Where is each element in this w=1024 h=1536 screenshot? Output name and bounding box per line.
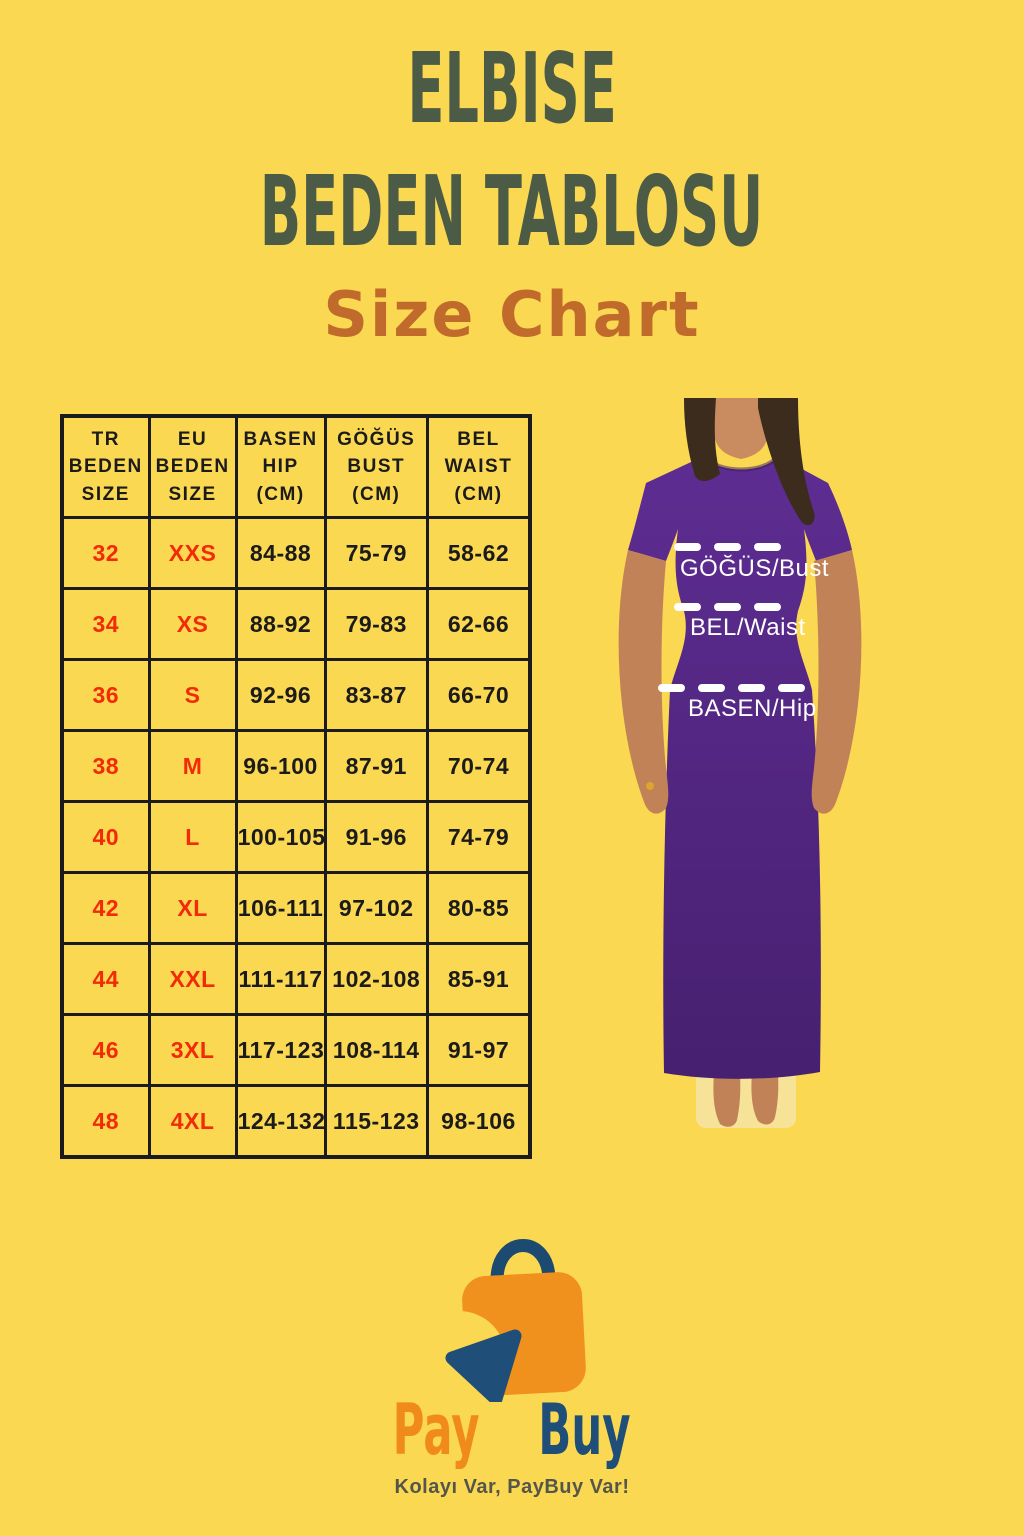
cursor-icon: [445, 1329, 522, 1402]
page-title-line-1: ELBISE: [0, 40, 1024, 137]
cell-eu-size: XL: [147, 871, 238, 945]
size-table: TR BEDEN SIZE EU BEDEN SIZE BASEN HIP (C…: [60, 414, 532, 1159]
table-row: 48 4XL 124-132 115-123 98-106: [60, 1084, 532, 1159]
hair-left: [684, 398, 720, 482]
cell-tr-size: 44: [60, 942, 151, 1016]
brand-wordmark: Pay Buy: [0, 1395, 1024, 1465]
cell-bust: 115-123: [323, 1084, 429, 1159]
dress: [628, 456, 852, 1079]
right-arm: [811, 550, 862, 814]
cell-waist: 66-70: [425, 658, 532, 732]
table-header-hip: BASEN HIP (CM): [234, 414, 327, 519]
cell-tr-size: 38: [60, 729, 151, 803]
cell-bust: 97-102: [323, 871, 429, 945]
cell-hip: 88-92: [234, 587, 327, 661]
table-header-waist: BEL WAIST (CM): [425, 414, 532, 519]
table-header-eu-size: EU BEDEN SIZE: [147, 414, 238, 519]
cell-bust: 83-87: [323, 658, 429, 732]
cell-bust: 75-79: [323, 516, 429, 590]
cell-hip: 117-123: [234, 1013, 327, 1087]
brand-pay-text: Pay: [392, 1389, 480, 1471]
title-text-elbise: ELBISE: [407, 32, 617, 145]
table-header-tr-size: TR BEDEN SIZE: [60, 414, 151, 519]
left-arm: [618, 550, 669, 814]
cell-hip: 111-117: [234, 942, 327, 1016]
cell-hip: 92-96: [234, 658, 327, 732]
cell-bust: 108-114: [323, 1013, 429, 1087]
hair-right: [758, 398, 815, 526]
cell-hip: 124-132: [234, 1084, 327, 1159]
cell-tr-size: 46: [60, 1013, 151, 1087]
waist-label: BEL/Waist: [690, 614, 806, 641]
paybuy-logo: [412, 1239, 586, 1402]
cell-tr-size: 32: [60, 516, 151, 590]
cell-hip: 106-111: [234, 871, 327, 945]
brand-buy-text: Buy: [537, 1389, 631, 1471]
cell-waist: 80-85: [425, 871, 532, 945]
cell-eu-size: XS: [147, 587, 238, 661]
cell-waist: 85-91: [425, 942, 532, 1016]
cell-waist: 58-62: [425, 516, 532, 590]
subtitle-text: Size Chart: [323, 278, 701, 351]
cell-waist: 70-74: [425, 729, 532, 803]
cell-bust: 79-83: [323, 587, 429, 661]
cell-eu-size: 3XL: [147, 1013, 238, 1087]
cell-tr-size: 34: [60, 587, 151, 661]
neck: [714, 398, 768, 459]
cell-bust: 87-91: [323, 729, 429, 803]
cell-eu-size: M: [147, 729, 238, 803]
cell-hip: 96-100: [234, 729, 327, 803]
dress-photo: GÖĞÜS/Bust BEL/Waist BASEN/Hip: [600, 398, 1020, 1138]
cell-waist: 74-79: [425, 800, 532, 874]
cell-waist: 98-106: [425, 1084, 532, 1159]
cell-eu-size: 4XL: [147, 1084, 238, 1159]
page-title-line-2: BEDEN TABLOSU: [0, 163, 1024, 260]
cell-tr-size: 40: [60, 800, 151, 874]
cell-bust: 91-96: [323, 800, 429, 874]
table-row: 34 XS 88-92 79-83 62-66: [60, 587, 532, 661]
cell-bust: 102-108: [323, 942, 429, 1016]
page-subtitle: Size Chart: [0, 284, 1024, 346]
cell-hip: 100-105: [234, 800, 327, 874]
cell-eu-size: L: [147, 800, 238, 874]
table-row: 32 XXS 84-88 75-79 58-62: [60, 516, 532, 590]
cell-tr-size: 42: [60, 871, 151, 945]
table-row: 42 XL 106-111 97-102 80-85: [60, 871, 532, 945]
brand-tagline: Kolayı Var, PayBuy Var!: [394, 1476, 630, 1498]
table-row: 46 3XL 117-123 108-114 91-97: [60, 1013, 532, 1087]
bust-label: GÖĞÜS/Bust: [680, 555, 829, 582]
cell-tr-size: 48: [60, 1084, 151, 1159]
gold-ring: [646, 782, 654, 790]
cell-tr-size: 36: [60, 658, 151, 732]
cell-waist: 62-66: [425, 587, 532, 661]
title-text-beden-tablosu: BEDEN TABLOSU: [260, 155, 764, 268]
bag-handle-icon: [490, 1239, 556, 1287]
hip-label: BASEN/Hip: [688, 695, 817, 722]
table-row: 40 L 100-105 91-96 74-79: [60, 800, 532, 874]
cell-eu-size: XXL: [147, 942, 238, 1016]
cell-hip: 84-88: [234, 516, 327, 590]
table-header-row: TR BEDEN SIZE EU BEDEN SIZE BASEN HIP (C…: [60, 414, 532, 519]
cell-eu-size: S: [147, 658, 238, 732]
table-row: 38 M 96-100 87-91 70-74: [60, 729, 532, 803]
table-row: 44 XXL 111-117 102-108 85-91: [60, 942, 532, 1016]
cell-eu-size: XXS: [147, 516, 238, 590]
table-header-bust: GÖĞÜS BUST (CM): [323, 414, 429, 519]
table-row: 36 S 92-96 83-87 66-70: [60, 658, 532, 732]
cell-waist: 91-97: [425, 1013, 532, 1087]
